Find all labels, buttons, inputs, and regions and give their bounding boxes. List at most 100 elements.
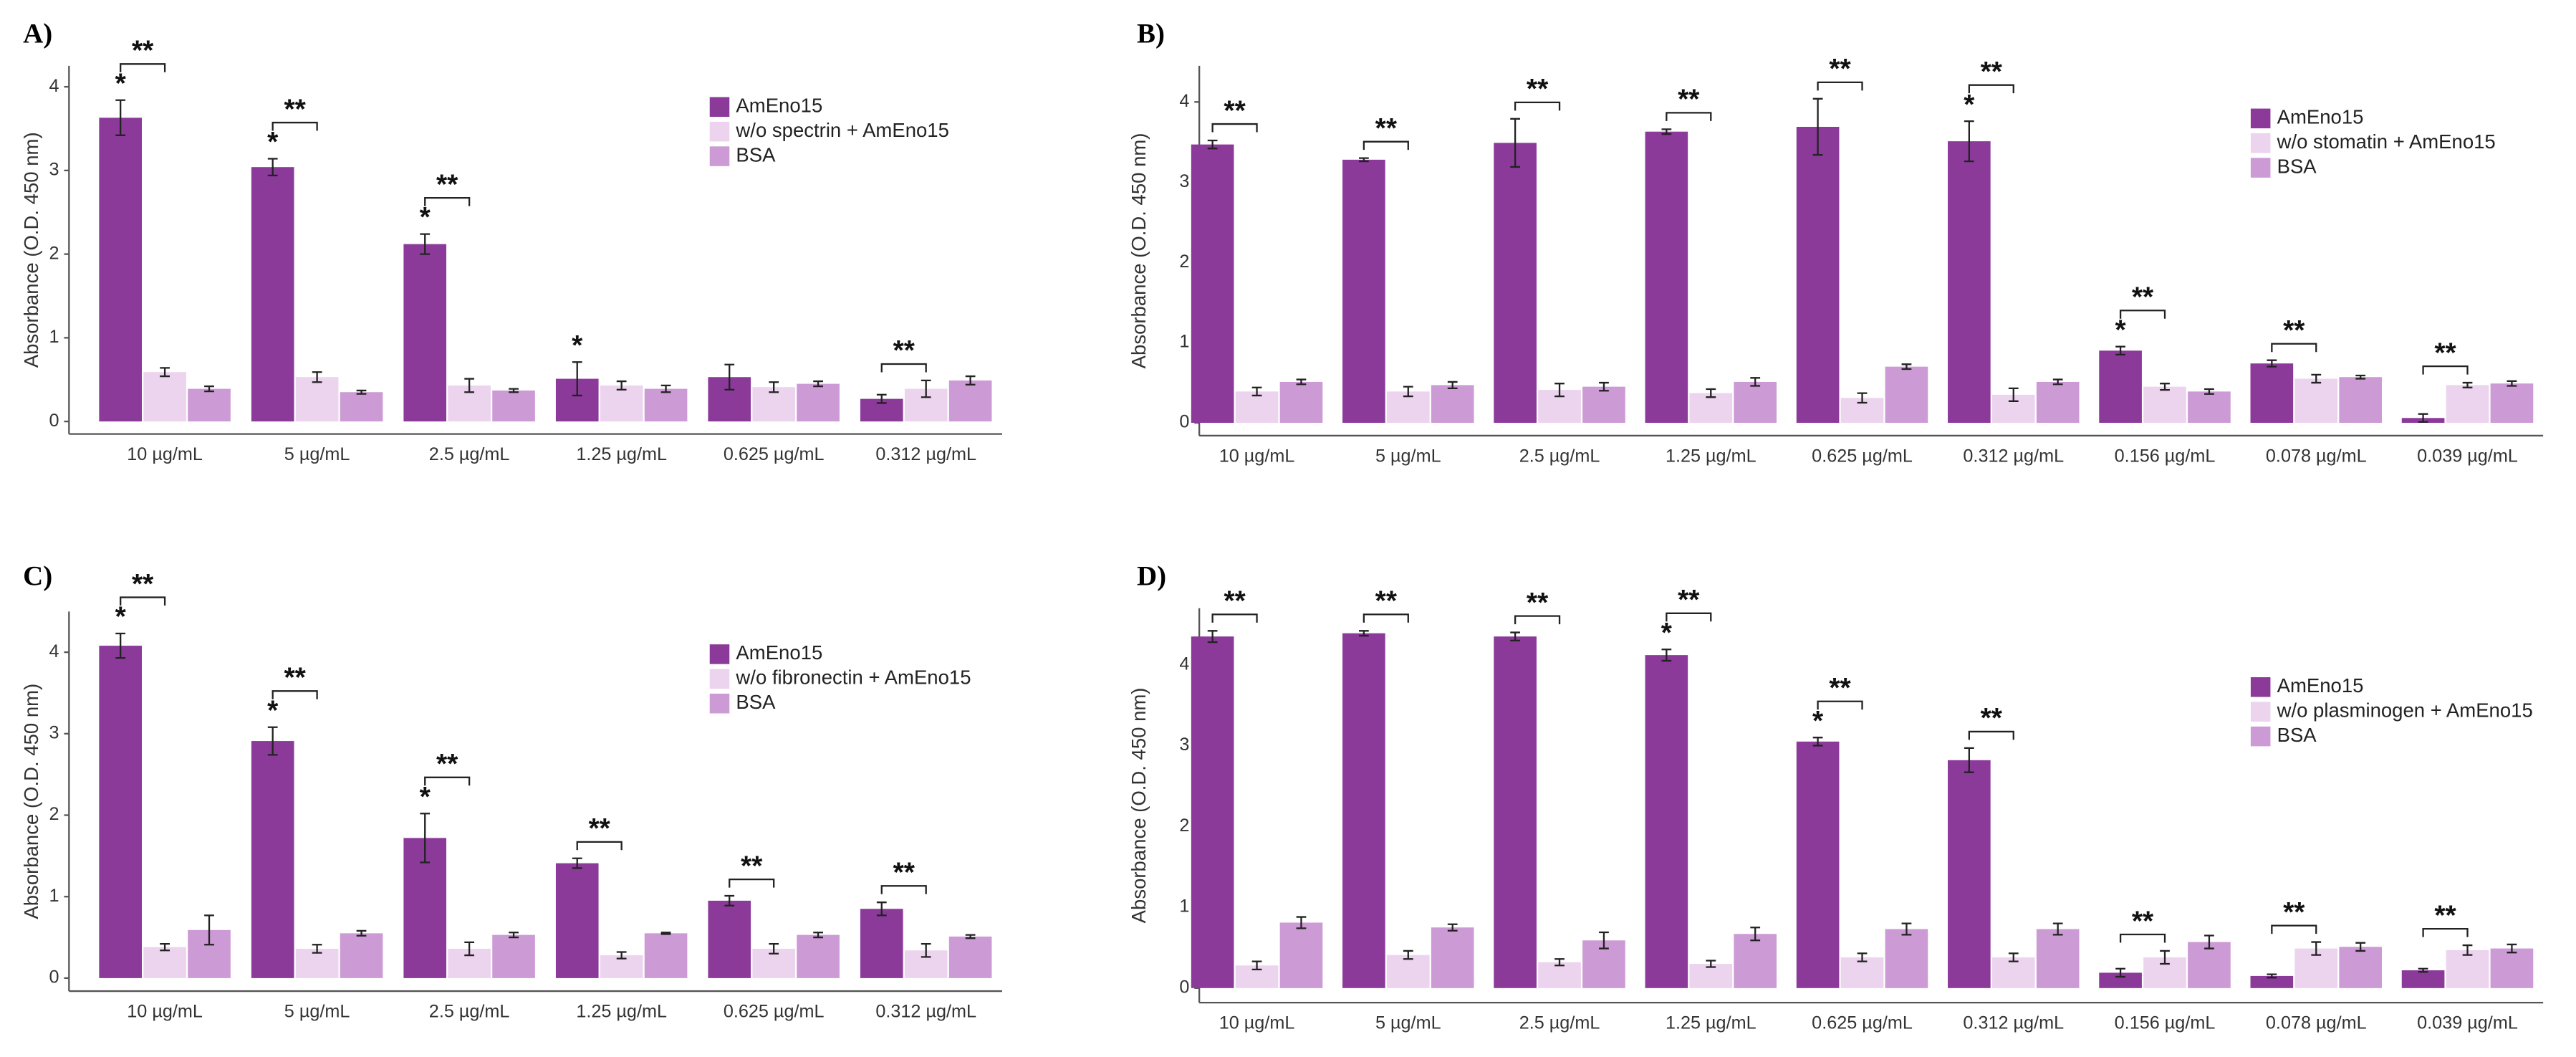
bar [403,244,447,422]
bar [188,388,231,422]
comparison-bracket [1817,81,1863,91]
error-bar [2355,374,2366,380]
error-bar [1510,118,1521,168]
comparison-stars: ** [2283,897,2305,928]
bar [2036,929,2080,988]
chart-panel: D) Absorbance (O.D. 450 nm) 0 1 2 3 4 10 µg/mL *… [1128,560,2544,1033]
error-bar [1812,97,1823,156]
bar [340,933,383,978]
bar [1494,143,1537,424]
comparison-bracket [1968,730,2014,740]
error-bar [1599,381,1609,392]
error-bar [1554,383,1565,398]
comparison-bracket [2271,343,2317,353]
comparison-bracket [729,878,775,888]
significance-star: * [420,202,431,233]
comparison-stars: ** [1981,57,2003,87]
comparison-stars: ** [1981,703,2003,734]
bar [1948,141,1991,424]
bar [295,377,339,422]
error-bar [1510,631,1521,641]
error-bar [876,393,887,404]
bar [143,372,186,422]
comparison-stars: ** [1678,585,1700,616]
bar [1734,934,1777,988]
comparison-bracket [1968,84,2014,94]
legend-label: BSA [2277,155,2317,177]
comparison-bracket [271,121,318,131]
bar [1431,385,1474,424]
error-bar [267,158,278,177]
significance-star: * [420,782,431,813]
comparison-bracket [2422,927,2469,937]
x-tick-label: 0.625 µg/mL [1812,1013,1913,1033]
error-bar [420,813,431,864]
comparison-bracket [1666,112,1712,121]
error-bar [1599,931,1609,950]
comparison-bracket [271,690,318,699]
error-bar [2418,413,2428,424]
bar [1191,636,1234,988]
bar [1885,929,1928,988]
bar [1645,131,1688,424]
legend-swatch [709,669,730,689]
bar [2446,385,2489,424]
error-bar [2418,967,2428,973]
chart-panel: C) Absorbance (O.D. 450 nm) 0 1 2 3 4 10 µg/mL *… [20,560,1002,1022]
bar [1885,366,1928,424]
x-tick-label: 10 µg/mL [1219,446,1295,466]
error-bar [160,942,170,952]
y-tick-label: 3 [1179,171,1189,191]
comparison-bracket [2119,933,2166,943]
bar [1235,391,1279,424]
bar [1494,636,1537,988]
error-bar [2462,381,2473,388]
comparison-bracket [880,363,927,373]
error-bar [1750,927,1761,942]
comparison-bracket [576,841,623,851]
error-bar [115,632,126,659]
bar [492,390,535,422]
y-tick-label: 4 [1179,91,1189,111]
error-bar [1403,386,1413,398]
error-bar [115,99,126,136]
x-tick-label: 0.625 µg/mL [1812,446,1913,466]
legend-swatch [709,146,730,166]
error-bar [965,934,976,939]
error-bar [769,942,779,955]
x-tick-label: 1.25 µg/mL [1666,446,1756,466]
error-bar [2008,387,2019,402]
y-tick-label: 0 [49,411,59,431]
bar [1734,381,1777,424]
comparison-stars: ** [2434,900,2456,931]
x-tick-label: 0.312 µg/mL [1963,1013,2064,1033]
error-bar [2115,345,2125,356]
panel-label: C) [23,560,52,591]
comparison-stars: ** [893,857,915,888]
x-tick-label: 1.25 µg/mL [576,444,667,464]
comparison-stars: ** [436,169,458,200]
error-bar [2267,359,2277,368]
comparison-stars: ** [2283,315,2305,346]
error-bar [813,932,823,939]
y-tick-label: 2 [1179,816,1189,836]
error-bar [2008,952,2019,962]
bar [2294,378,2338,424]
bar [2339,377,2383,424]
bar [1796,741,1840,988]
error-bar [2052,922,2063,936]
y-tick-label: 0 [49,967,59,987]
bar [2250,975,2294,988]
x-tick-label: 2.5 µg/mL [1519,1013,1600,1033]
comparison-bracket [120,596,166,606]
comparison-bracket [424,776,471,786]
error-bar [464,378,475,393]
error-bar [2115,967,2125,978]
bar [797,934,840,978]
comparison-bracket [1817,700,1863,710]
x-tick-label: 0.312 µg/mL [875,1002,976,1022]
error-bar [660,932,671,935]
bar [2099,972,2142,988]
bar [1386,955,1430,988]
